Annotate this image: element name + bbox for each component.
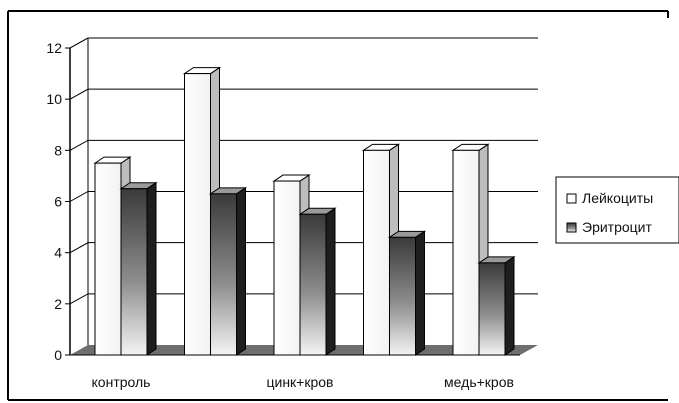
legend: Лейкоциты Эритроцит bbox=[555, 176, 679, 244]
bar-side bbox=[146, 181, 157, 356]
y-tick-label: 6 bbox=[54, 194, 62, 210]
legend-swatch-leukocytes bbox=[566, 193, 577, 204]
x-tick-label: медь+кров bbox=[444, 374, 514, 390]
y-axis-depth-edge bbox=[69, 37, 89, 49]
bar-erythrocytes bbox=[387, 230, 427, 356]
bar-erythrocytes bbox=[298, 207, 337, 356]
bar-erythrocytes bbox=[208, 186, 248, 356]
legend-swatch-erythrocytes bbox=[566, 222, 577, 233]
bar-front bbox=[389, 236, 416, 356]
y-tick-label: 10 bbox=[46, 91, 62, 107]
x-tick-label: контроль bbox=[92, 374, 151, 390]
bar-front bbox=[184, 73, 211, 356]
bar-side bbox=[236, 186, 246, 356]
bar-erythrocytes bbox=[477, 255, 516, 356]
y-tick-label: 0 bbox=[54, 347, 62, 363]
gridline bbox=[69, 37, 538, 49]
y-tick-label: 2 bbox=[54, 296, 62, 312]
bar-front bbox=[363, 149, 390, 356]
x-tick-label: цинк+кров bbox=[266, 374, 333, 390]
legend-label-erythrocytes: Эритроцит bbox=[582, 219, 652, 235]
bars-layer bbox=[93, 66, 516, 356]
bar-front bbox=[273, 180, 301, 356]
bar-erythrocytes bbox=[119, 181, 158, 356]
bar-leukocytes bbox=[451, 143, 490, 356]
y-tick-label: 4 bbox=[54, 245, 62, 261]
bar-front bbox=[478, 262, 506, 356]
bar-side bbox=[325, 207, 336, 356]
bar-front bbox=[299, 213, 327, 356]
bar-front bbox=[120, 188, 148, 356]
y-tick-label: 8 bbox=[54, 142, 62, 158]
y-tick-label: 12 bbox=[46, 40, 62, 56]
bar-front bbox=[452, 149, 480, 356]
bar-side bbox=[504, 255, 515, 356]
gridline bbox=[69, 88, 538, 100]
bar-front bbox=[94, 162, 122, 356]
legend-label-leukocytes: Лейкоциты bbox=[582, 190, 653, 206]
bar-side bbox=[415, 230, 425, 356]
x-axis-labels: контроль цинк+кров медь+кров bbox=[92, 374, 514, 390]
bar-front bbox=[210, 193, 237, 356]
